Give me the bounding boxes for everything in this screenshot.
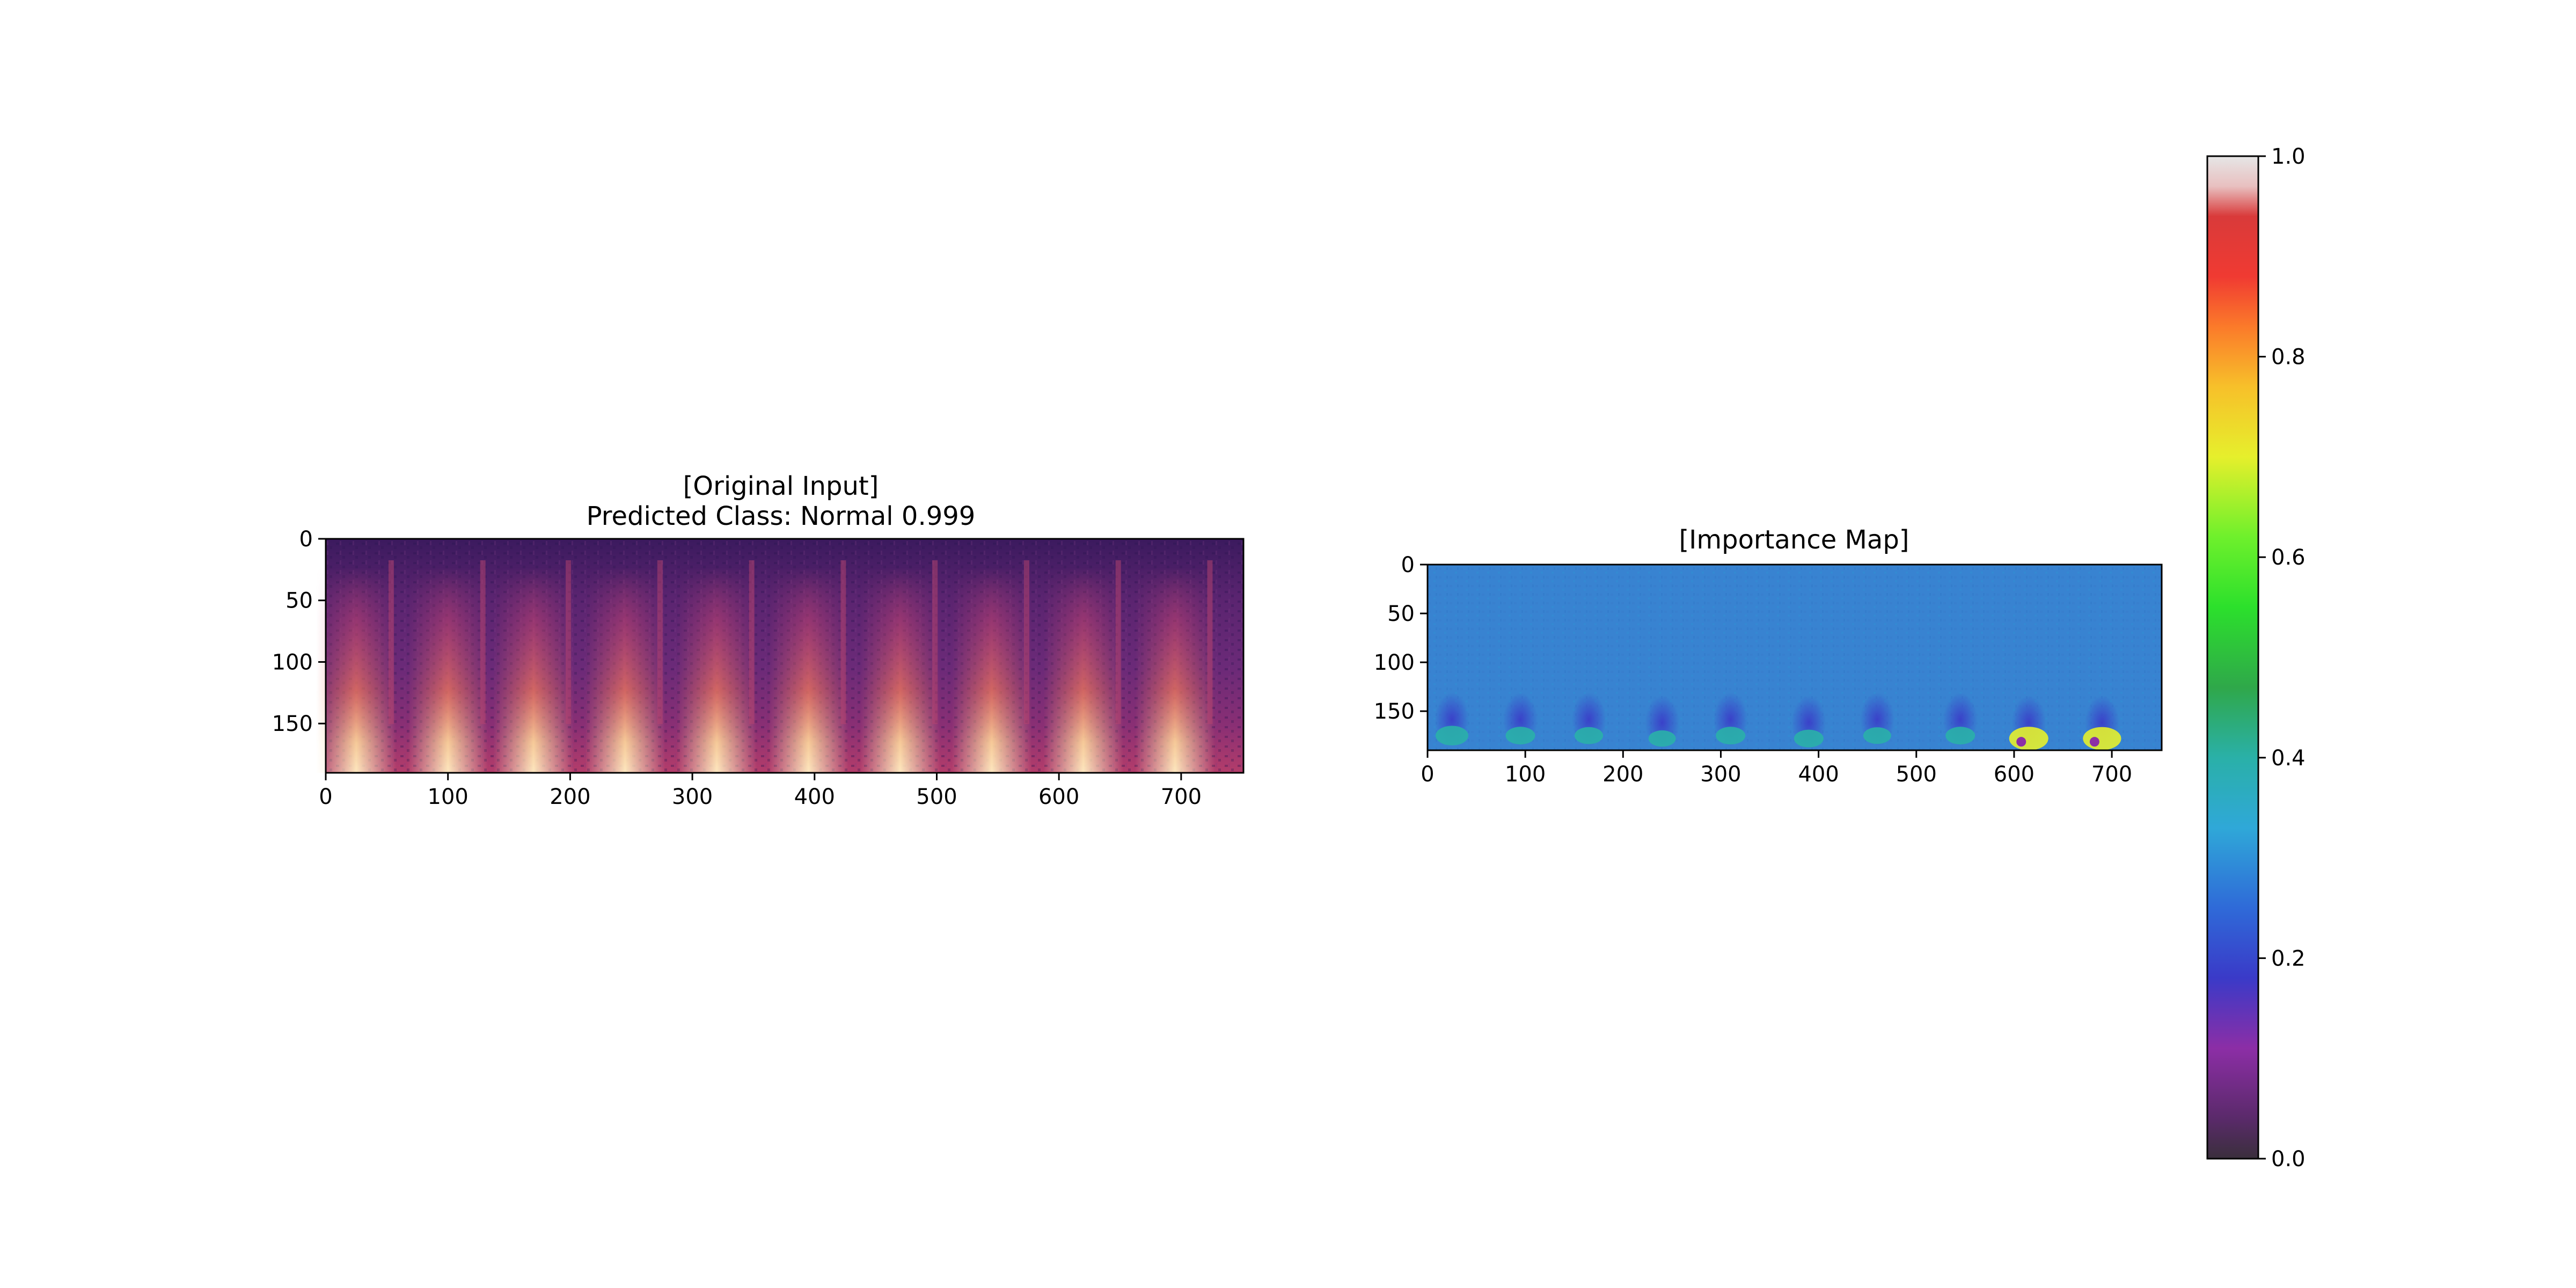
original-input-title: [Original Input] [683, 471, 879, 501]
spectrogram-streak [657, 560, 663, 724]
x-tick-label: 100 [428, 785, 469, 809]
original-input-subtitle: Predicted Class: Normal 0.999 [587, 501, 976, 531]
importance-hotspot [2083, 727, 2121, 750]
original-input-panel: [Original Input] Predicted Class: Normal… [272, 471, 1245, 809]
colorbar-tick-label: 0.0 [2271, 1147, 2306, 1172]
spectrogram-burst [1135, 567, 1216, 773]
importance-hotspot [1794, 729, 1824, 748]
spectrogram-burst [407, 567, 488, 773]
colorbar-gradient [2207, 156, 2258, 1159]
importance-hotspot [2009, 727, 2048, 751]
spectrogram-streak [388, 560, 394, 724]
spectrogram-burst [493, 567, 574, 773]
x-tick-label: 400 [794, 785, 835, 809]
x-tick-label: 700 [2091, 762, 2132, 787]
y-tick-label: 0 [299, 527, 313, 552]
spectrogram-burst [584, 567, 665, 773]
spectrogram-streak [932, 560, 938, 724]
colorbar-tick-label: 0.4 [2271, 746, 2306, 771]
x-tick-label: 0 [1421, 762, 1434, 787]
x-tick-label: 0 [319, 785, 332, 809]
importance-hotspot-detail [2016, 737, 2026, 747]
colorbar-tick-label: 1.0 [2271, 144, 2306, 169]
x-tick-label: 600 [1994, 762, 2035, 787]
spectrogram-burst [860, 567, 941, 773]
colorbar-frame [2206, 155, 2259, 1160]
x-tick-label: 600 [1038, 785, 1079, 809]
spectrogram-streak [749, 560, 755, 724]
x-tick-label: 200 [1602, 762, 1643, 787]
spectrogram-burst [951, 567, 1032, 773]
x-tick-label: 100 [1505, 762, 1546, 787]
importance-map-panel: [Importance Map] 0 100 200 300 400 500 600 700 0… [1374, 525, 2163, 787]
importance-hotspot [1945, 727, 1975, 745]
original-spectrogram [316, 539, 1243, 773]
original-plot-frame [325, 538, 1245, 774]
x-tick-label: 700 [1161, 785, 1202, 809]
importance-hotspot [1436, 726, 1469, 745]
y-tick-label: 150 [1374, 699, 1415, 724]
spectrogram-streak [1115, 560, 1121, 724]
y-tick-label: 50 [1387, 602, 1415, 626]
importance-hotspot [1505, 727, 1535, 745]
spectrogram-burst [768, 567, 849, 773]
importance-map-title: [Importance Map] [1679, 525, 1909, 555]
y-tick-label: 100 [272, 650, 313, 675]
importance-hotspot [1574, 727, 1604, 744]
y-tick-label: 150 [272, 712, 313, 736]
spectrogram-burst [676, 567, 757, 773]
y-tick-label: 0 [1401, 553, 1415, 577]
spectrogram-streak [480, 560, 486, 724]
spectrogram-streak [840, 560, 846, 724]
importance-plot-frame [1426, 564, 2163, 751]
importance-hotspot [1648, 730, 1676, 747]
colorbar-tick-label: 0.6 [2271, 545, 2306, 570]
importance-hotspot-detail [2089, 737, 2099, 747]
spectrogram-streak [1023, 560, 1029, 724]
colorbar: 0.0 0.2 0.4 0.6 0.8 1.0 [2206, 144, 2306, 1172]
x-tick-label: 300 [1700, 762, 1741, 787]
spectrogram-burst [1043, 567, 1124, 773]
x-tick-label: 400 [1798, 762, 1839, 787]
y-tick-label: 50 [286, 589, 313, 613]
y-tick-label: 100 [1374, 650, 1415, 675]
x-tick-label: 300 [672, 785, 713, 809]
x-tick-label: 500 [916, 785, 957, 809]
x-tick-label: 500 [1896, 762, 1937, 787]
spectrogram-streak [1207, 560, 1213, 724]
importance-heatmap [1428, 565, 2162, 751]
importance-hotspot [1863, 727, 1891, 744]
colorbar-tick-label: 0.2 [2271, 946, 2306, 971]
colorbar-tick-label: 0.8 [2271, 345, 2306, 370]
spectrogram-streak [566, 560, 572, 724]
importance-hotspot [1716, 727, 1746, 745]
x-tick-label: 200 [550, 785, 590, 809]
spectrogram-burst [316, 567, 397, 773]
